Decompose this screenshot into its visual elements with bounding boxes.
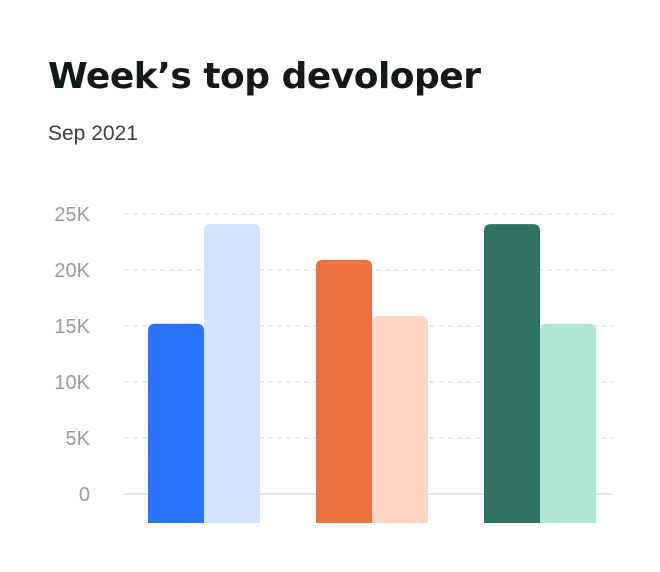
y-tick-label: 15K (54, 316, 90, 338)
bar-group-3-series-2 (540, 323, 596, 523)
chart-title: Week’s top devoloper (48, 56, 481, 97)
y-tick-label: 10K (54, 372, 90, 394)
bar-group-1-series-1 (148, 323, 204, 523)
bar-group-3-series-1 (484, 224, 540, 523)
y-tick-label: 5K (66, 428, 91, 450)
y-axis-ticks: 0 5K 10K 15K 20K 25K (54, 204, 90, 506)
y-tick-label: 0 (79, 484, 90, 506)
bar-group-2-series-1 (316, 259, 372, 523)
y-tick-label: 20K (54, 260, 90, 282)
bar-group-1-series-2 (204, 224, 260, 523)
chart-subtitle: Sep 2021 (48, 122, 138, 145)
y-tick-label: 25K (54, 204, 90, 226)
bars (148, 224, 596, 523)
bar-group-2-series-2 (372, 315, 428, 523)
